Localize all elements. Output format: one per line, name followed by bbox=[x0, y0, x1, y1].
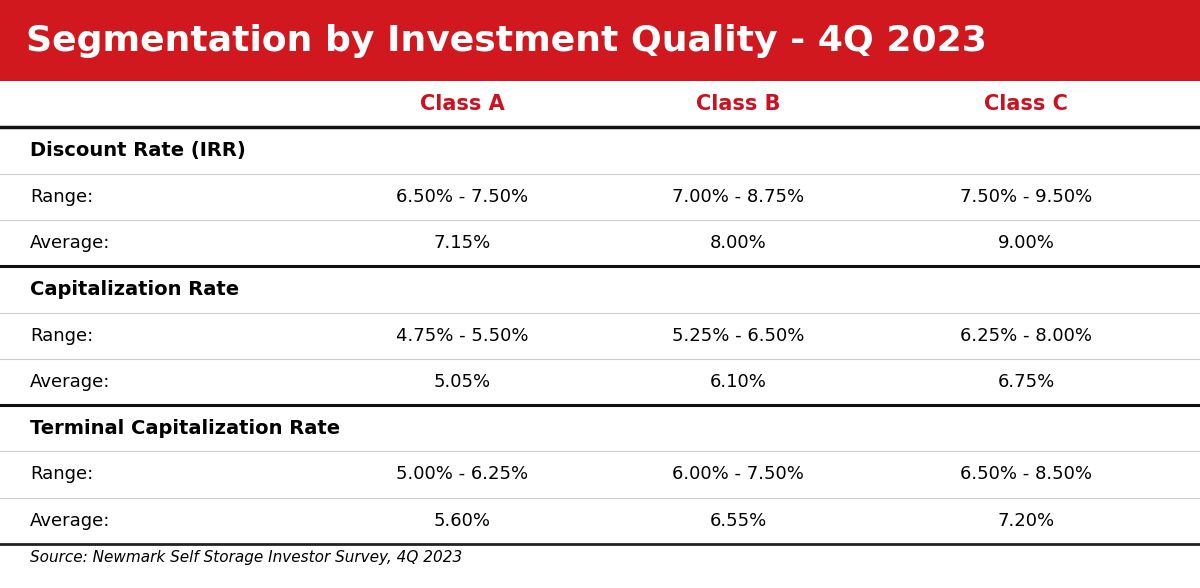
Text: Segmentation by Investment Quality - 4Q 2023: Segmentation by Investment Quality - 4Q … bbox=[26, 24, 988, 58]
Text: Source: Newmark Self Storage Investor Survey, 4Q 2023: Source: Newmark Self Storage Investor Su… bbox=[30, 550, 462, 564]
Text: Class A: Class A bbox=[420, 94, 504, 114]
Text: 5.00% - 6.25%: 5.00% - 6.25% bbox=[396, 466, 528, 483]
Text: 6.10%: 6.10% bbox=[709, 373, 767, 391]
Text: Discount Rate (IRR): Discount Rate (IRR) bbox=[30, 141, 246, 160]
Text: Average:: Average: bbox=[30, 512, 110, 530]
Text: Range:: Range: bbox=[30, 188, 94, 206]
Text: 6.25% - 8.00%: 6.25% - 8.00% bbox=[960, 327, 1092, 345]
Text: 5.05%: 5.05% bbox=[433, 373, 491, 391]
Text: 8.00%: 8.00% bbox=[709, 234, 767, 252]
Text: 7.15%: 7.15% bbox=[433, 234, 491, 252]
Text: Class B: Class B bbox=[696, 94, 780, 114]
Text: Range:: Range: bbox=[30, 466, 94, 483]
Text: 7.50% - 9.50%: 7.50% - 9.50% bbox=[960, 188, 1092, 206]
Text: Average:: Average: bbox=[30, 373, 110, 391]
Text: 6.50% - 7.50%: 6.50% - 7.50% bbox=[396, 188, 528, 206]
Text: 6.75%: 6.75% bbox=[997, 373, 1055, 391]
Text: 7.00% - 8.75%: 7.00% - 8.75% bbox=[672, 188, 804, 206]
Text: 4.75% - 5.50%: 4.75% - 5.50% bbox=[396, 327, 528, 345]
Text: 6.00% - 7.50%: 6.00% - 7.50% bbox=[672, 466, 804, 483]
Text: 9.00%: 9.00% bbox=[997, 234, 1055, 252]
Text: 5.25% - 6.50%: 5.25% - 6.50% bbox=[672, 327, 804, 345]
Text: 5.60%: 5.60% bbox=[433, 512, 491, 530]
Text: 7.20%: 7.20% bbox=[997, 512, 1055, 530]
Text: Terminal Capitalization Rate: Terminal Capitalization Rate bbox=[30, 419, 340, 437]
Text: Range:: Range: bbox=[30, 327, 94, 345]
Text: Capitalization Rate: Capitalization Rate bbox=[30, 280, 239, 299]
FancyBboxPatch shape bbox=[0, 0, 1200, 81]
Text: Average:: Average: bbox=[30, 234, 110, 252]
Text: 6.55%: 6.55% bbox=[709, 512, 767, 530]
Text: 6.50% - 8.50%: 6.50% - 8.50% bbox=[960, 466, 1092, 483]
Text: Class C: Class C bbox=[984, 94, 1068, 114]
